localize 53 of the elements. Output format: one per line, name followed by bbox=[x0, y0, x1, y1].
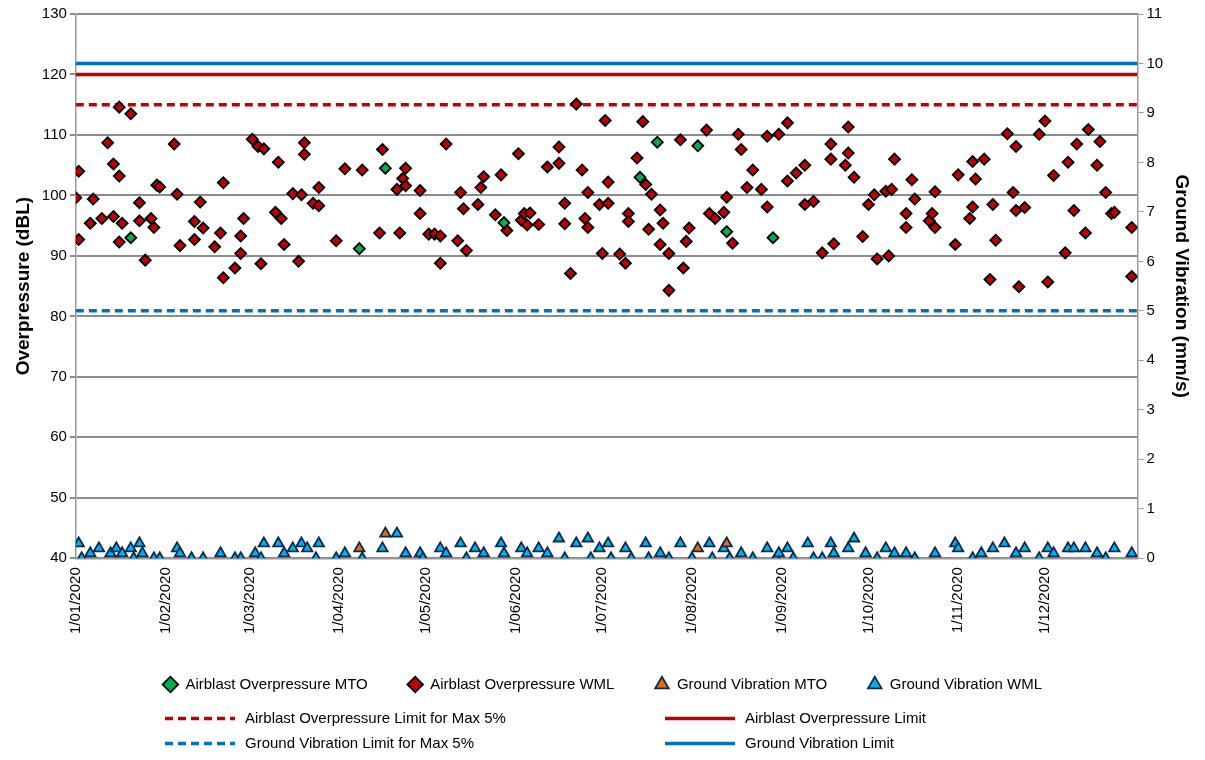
legend-label: Ground Vibration Limit for Max 5% bbox=[245, 733, 474, 751]
point bbox=[691, 139, 705, 153]
x-tick-label: 1/11/2020 bbox=[948, 567, 966, 633]
point bbox=[650, 135, 664, 149]
y2-tick-label: 0 bbox=[1146, 548, 1155, 566]
y2-tick-label: 7 bbox=[1146, 202, 1155, 220]
x-tick-label: 1/07/2020 bbox=[592, 567, 610, 634]
y-tick-label: 90 bbox=[50, 246, 67, 264]
point bbox=[766, 231, 780, 245]
point bbox=[124, 231, 138, 245]
legend-label: Airblast Overpressure Limit for Max 5% bbox=[245, 708, 506, 726]
x-tick-label: 1/04/2020 bbox=[329, 567, 347, 634]
x-tick-label: 1/08/2020 bbox=[682, 567, 700, 634]
y-tick-label: 120 bbox=[41, 64, 67, 82]
y2-tick-label: 4 bbox=[1146, 350, 1155, 368]
x-tick-label: 1/01/2020 bbox=[65, 567, 83, 634]
y2-tick-label: 9 bbox=[1146, 103, 1155, 121]
y2-tick-label: 2 bbox=[1146, 449, 1155, 467]
point bbox=[720, 225, 734, 239]
point bbox=[633, 170, 647, 184]
y-tick-label: 100 bbox=[41, 185, 67, 203]
y-tick-label: 40 bbox=[50, 548, 67, 566]
y2-tick-label: 11 bbox=[1146, 4, 1163, 22]
x-tick-label: 1/10/2020 bbox=[858, 567, 876, 634]
legend-label: Airblast Overpressure WML bbox=[430, 674, 615, 692]
legend-label: Ground Vibration WML bbox=[889, 674, 1043, 692]
point bbox=[497, 216, 511, 230]
x-tick-label: 1/05/2020 bbox=[416, 567, 434, 634]
y-tick-label: 60 bbox=[50, 427, 67, 445]
x-tick-label: 1/12/2020 bbox=[1035, 567, 1053, 634]
y2-tick-label: 8 bbox=[1146, 152, 1155, 170]
point bbox=[352, 242, 366, 256]
point bbox=[378, 161, 392, 175]
legend-label: Ground Vibration Limit bbox=[745, 733, 895, 751]
y2-tick-label: 5 bbox=[1146, 301, 1155, 319]
y-tick-label: 50 bbox=[50, 487, 67, 505]
y2-tick-label: 6 bbox=[1146, 251, 1155, 269]
x-tick-label: 1/09/2020 bbox=[771, 567, 789, 634]
y2-tick-label: 3 bbox=[1146, 399, 1155, 417]
y-tick-label: 130 bbox=[41, 4, 67, 22]
x-tick-label: 1/03/2020 bbox=[239, 567, 257, 634]
y2-axis-title: Ground Vibration (mm/s) bbox=[1172, 174, 1194, 398]
y-axis-title: Overpressure (dBL) bbox=[11, 196, 33, 376]
y-tick-label: 70 bbox=[50, 366, 67, 384]
y2-tick-label: 10 bbox=[1146, 53, 1164, 71]
legend-label: Airblast Overpressure MTO bbox=[185, 674, 368, 692]
x-tick-label: 1/02/2020 bbox=[155, 567, 173, 634]
legend-label: Airblast Overpressure Limit bbox=[745, 708, 927, 726]
y2-tick-label: 1 bbox=[1146, 498, 1155, 516]
legend-label: Ground Vibration MTO bbox=[676, 674, 828, 692]
x-tick-label: 1/06/2020 bbox=[505, 567, 523, 634]
y-tick-label: 80 bbox=[50, 306, 67, 324]
y-tick-label: 110 bbox=[42, 125, 67, 143]
